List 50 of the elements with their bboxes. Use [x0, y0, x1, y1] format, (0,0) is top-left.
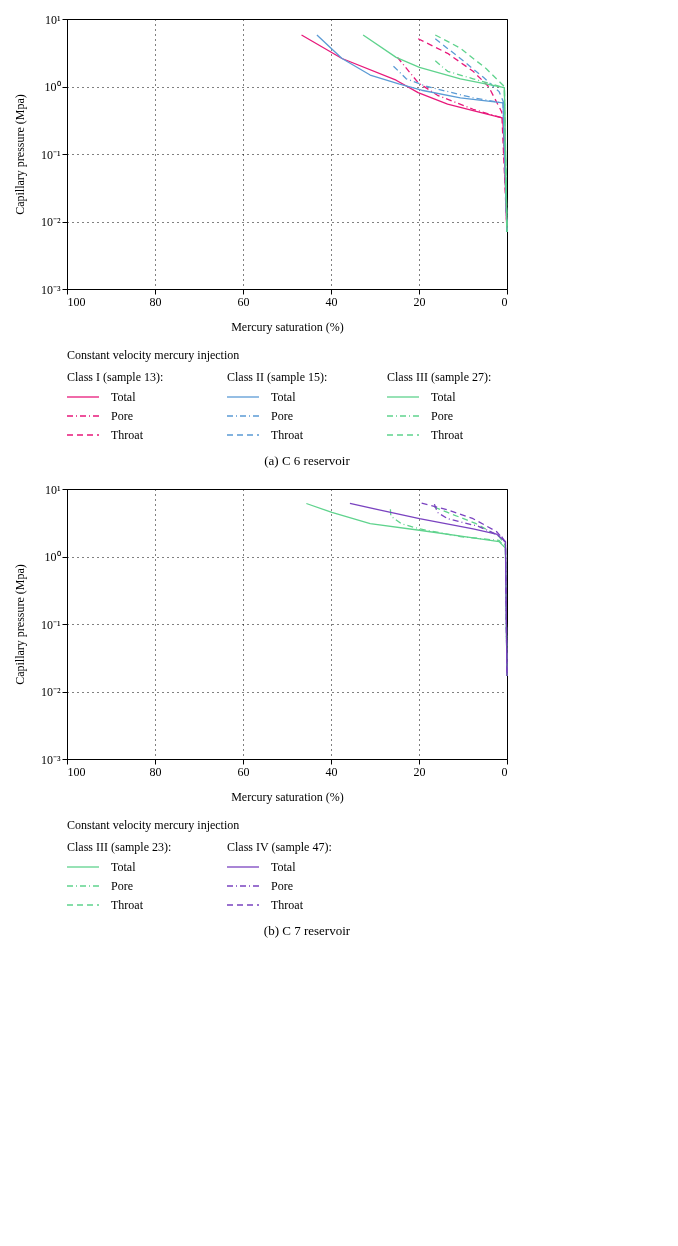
legend-label: Pore: [111, 409, 133, 423]
y-tick-label: 10⁻²: [40, 215, 61, 229]
x-tick-label: 0: [501, 764, 508, 779]
legend-label: Throat: [431, 428, 464, 442]
x-tick-label: 80: [149, 294, 162, 309]
legend-label: Throat: [111, 898, 144, 912]
x-tick-label: 60: [237, 294, 250, 309]
y-tick-label: 10⁻²: [40, 685, 61, 699]
y-tick-label: 10⁻³: [40, 282, 61, 297]
y-tick-label: 10⁻³: [40, 752, 61, 767]
y-tick-label: 10⁻¹: [40, 617, 61, 632]
text: Class II (sample 15):: [227, 370, 328, 384]
x-tick-label: 20: [413, 764, 426, 779]
legend-label: Throat: [271, 898, 304, 912]
legend-label: Pore: [271, 879, 293, 893]
legend-title: Constant velocity mercury injection: [67, 818, 240, 832]
y-axis-title: Capillary pressure (Mpa): [12, 564, 27, 685]
x-tick-label: 100: [67, 764, 86, 779]
x-axis-title: Mercury saturation (%): [231, 789, 344, 804]
text: Class I (sample 13):: [67, 370, 164, 384]
text: Class III (sample 23):: [67, 840, 172, 854]
legend-label: Pore: [111, 879, 133, 893]
text: (a) C 6 reservoir: [264, 453, 351, 468]
legend-title: Constant velocity mercury injection: [67, 348, 240, 362]
legend-label: Total: [431, 390, 457, 404]
legend-label: Total: [111, 860, 137, 874]
x-tick-label: 80: [149, 764, 162, 779]
legend-label: Total: [271, 390, 297, 404]
text: (b) C 7 reservoir: [263, 923, 351, 938]
y-tick-label: 10⁰: [44, 550, 61, 564]
legend-label: Throat: [111, 428, 144, 442]
x-tick-label: 20: [413, 294, 426, 309]
text: Class IV (sample 47):: [227, 840, 332, 854]
legend-label: Pore: [271, 409, 293, 423]
x-tick-label: 0: [501, 294, 508, 309]
legend-label: Throat: [271, 428, 304, 442]
y-tick-label: 10¹: [44, 482, 61, 497]
y-tick-label: 10¹: [44, 12, 61, 27]
y-axis-title: Capillary pressure (Mpa): [12, 94, 27, 215]
y-tick-label: 10⁻¹: [40, 147, 61, 162]
legend-label: Pore: [431, 409, 453, 423]
x-tick-label: 100: [67, 294, 86, 309]
x-tick-label: 40: [325, 294, 338, 309]
legend-label: Total: [271, 860, 297, 874]
text: Class III (sample 27):: [387, 370, 492, 384]
x-tick-label: 60: [237, 764, 250, 779]
y-tick-label: 10⁰: [44, 80, 61, 94]
legend-label: Total: [111, 390, 137, 404]
x-axis-title: Mercury saturation (%): [231, 319, 344, 334]
x-tick-label: 40: [325, 764, 338, 779]
